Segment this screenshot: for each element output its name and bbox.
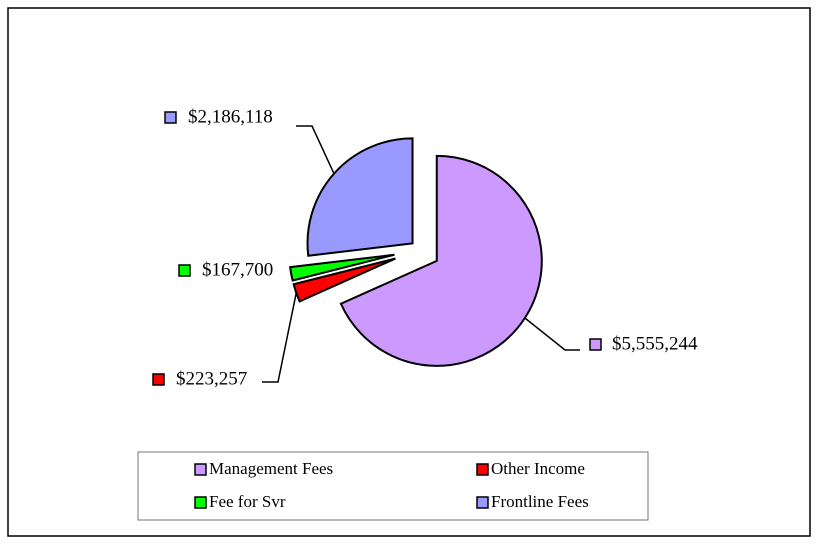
legend-box [137,451,649,521]
label-swatch [589,338,602,351]
legend-label: Fee for Svr [209,492,286,511]
pie-slice [306,137,414,257]
pie-slice [289,253,395,282]
legend-swatch [476,463,489,476]
data-label: $223,257 [176,368,247,389]
chart-frame [7,7,811,537]
pie-slice [292,257,396,303]
pie-slice [339,154,543,367]
label-swatch [164,111,177,124]
legend-label: Frontline Fees [491,492,589,511]
label-swatch [152,373,165,386]
legend-swatch [476,496,489,509]
legend-label: Other Income [491,459,585,478]
data-label: $2,186,118 [188,106,273,127]
leader-line [262,292,297,383]
leader-line [524,317,580,351]
label-swatch [178,264,191,277]
legend-swatch [194,496,207,509]
data-label: $167,700 [202,259,273,280]
legend-label: Management Fees [209,459,333,478]
leader-line [296,125,335,174]
legend-swatch [194,463,207,476]
data-label: $5,555,244 [612,333,698,354]
